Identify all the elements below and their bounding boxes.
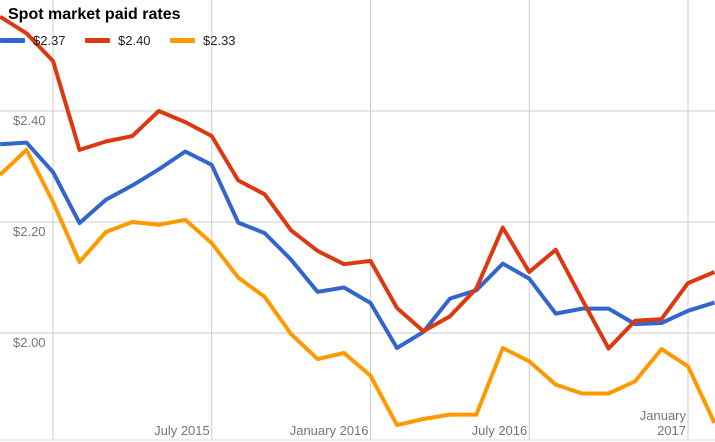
legend-swatch-orange-series [170,38,195,43]
y-axis-tick-label: $2.20 [13,224,46,239]
series-line--2-40 [0,15,715,351]
x-axis-tick-label: July 2016 [471,423,528,438]
y-axis-tick-label: $2.40 [13,113,46,128]
x-axis-tick-label: January 2017 [639,408,686,438]
legend-label: $2.37 [33,33,66,48]
chart-legend: $2.37 $2.40 $2.33 [0,0,715,52]
legend-swatch-red-series [85,38,110,43]
chart-title: Spot market paid rates [8,6,181,23]
legend-label: $2.40 [118,33,151,48]
legend-swatch-blue-series [0,38,25,43]
x-axis-tick-label: January 2016 [289,423,369,438]
x-axis-tick-label: July 2015 [154,423,210,438]
series-line--2-33 [0,147,715,428]
y-axis-tick-label: $2.00 [13,335,46,350]
series-line--2-37 [0,140,715,350]
legend-label: $2.33 [203,33,236,48]
